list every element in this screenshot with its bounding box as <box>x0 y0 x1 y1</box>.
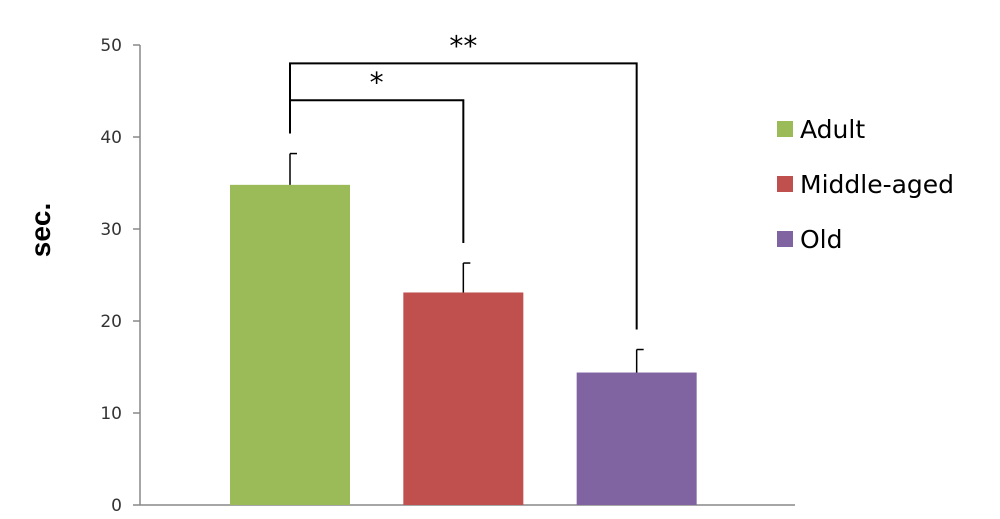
significance-label: * <box>370 66 384 99</box>
y-tick-label: 10 <box>100 404 122 424</box>
y-tick-label: 30 <box>100 220 122 240</box>
y-axis-label: sec. <box>25 203 56 258</box>
y-tick-label: 20 <box>100 312 122 332</box>
legend-label: Old <box>800 225 843 254</box>
bar-old <box>576 372 697 505</box>
bar-middle-aged <box>403 292 524 505</box>
legend-swatch-old <box>777 231 793 247</box>
significance-brackets: *** <box>289 29 638 330</box>
y-tick-label: 0 <box>111 496 122 516</box>
y-tick-label: 50 <box>100 36 122 56</box>
bars <box>230 184 697 505</box>
error-bars <box>289 152 644 373</box>
legend-label: Middle-aged <box>800 170 954 199</box>
legend-swatch-adult <box>777 121 793 137</box>
legend: Adult Middle-aged Old <box>777 115 954 254</box>
significance-bracket <box>289 62 638 330</box>
legend-label: Adult <box>800 115 865 144</box>
significance-label: ** <box>449 29 477 62</box>
y-tick-label: 40 <box>100 128 122 148</box>
bar-adult <box>230 184 350 505</box>
legend-swatch-middle-aged <box>777 176 793 192</box>
